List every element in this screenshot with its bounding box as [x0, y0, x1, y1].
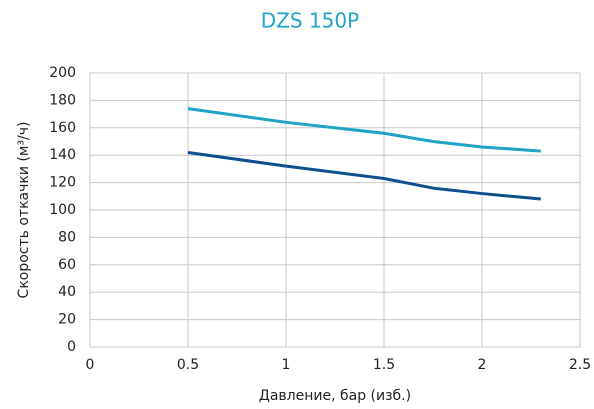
x-tick-label: 1	[282, 357, 291, 373]
y-axis-label: Скорость откачки (м³/ч)	[16, 122, 32, 299]
series-line	[187, 107, 541, 153]
x-tick-label: 2	[478, 357, 487, 373]
x-tick-label: 1.5	[373, 357, 395, 373]
y-tick-label: 180	[49, 92, 76, 108]
chart-title: DZS 150P	[261, 9, 359, 33]
y-tick-label: 140	[49, 147, 76, 163]
y-tick-label: 200	[49, 65, 76, 81]
y-tick-label: 40	[58, 284, 76, 300]
x-tick-label: 2.5	[569, 357, 591, 373]
y-tick-label: 0	[67, 339, 76, 355]
y-tick-label: 20	[58, 312, 76, 328]
y-tick-label: 120	[49, 175, 76, 191]
series-line	[187, 150, 541, 201]
x-tick-label: 0	[86, 357, 95, 373]
x-tick-label: 0.5	[177, 357, 199, 373]
plot-border	[89, 72, 581, 348]
y-tick-label: 60	[58, 257, 76, 273]
y-tick-label: 80	[58, 229, 76, 245]
y-tick-label: 100	[49, 202, 76, 218]
x-axis-label: Давление, бар (изб.)	[259, 388, 411, 404]
y-tick-label: 160	[49, 120, 76, 136]
